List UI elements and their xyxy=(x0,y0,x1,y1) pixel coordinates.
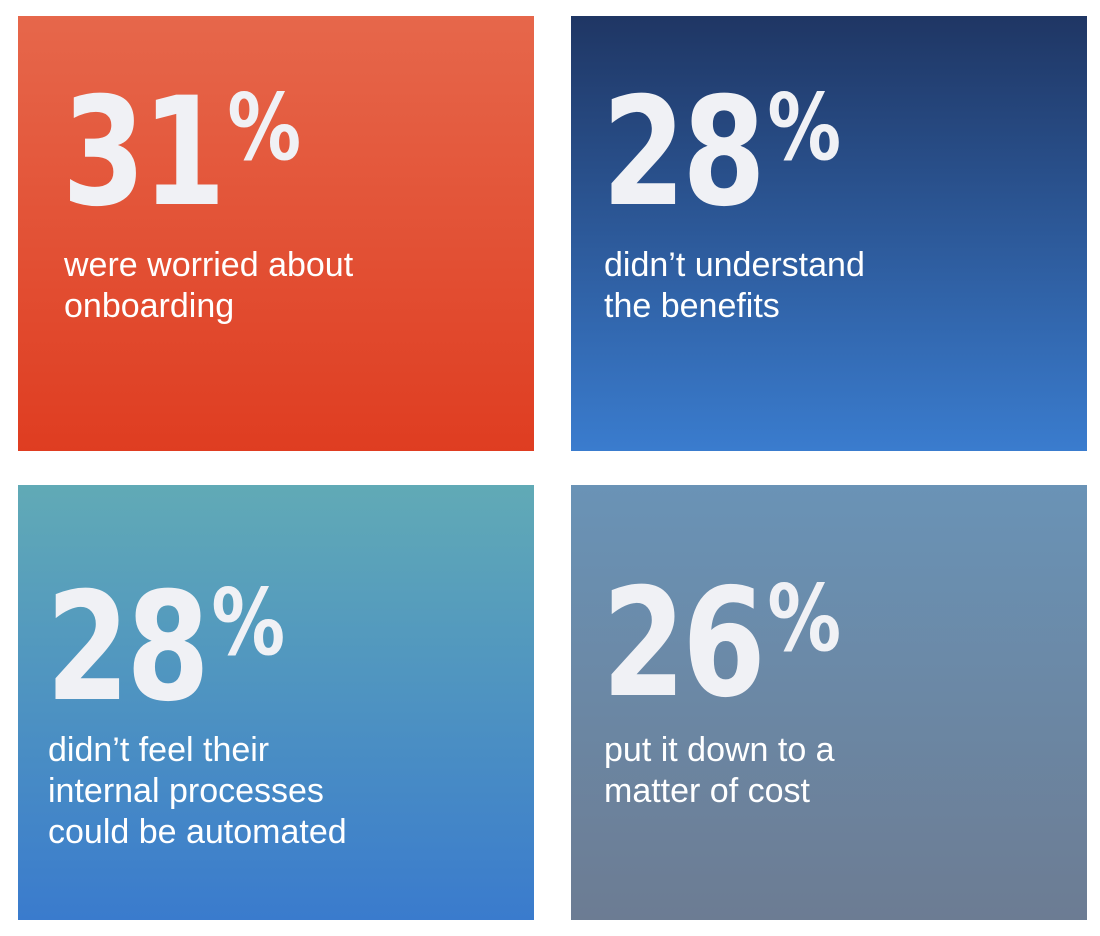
stat-card: 28% didn’t feel their internal processes co… xyxy=(18,485,534,920)
description-line: the benefits xyxy=(604,287,780,325)
stat-number: 28 xyxy=(602,66,766,240)
stat-description: didn’t understand the benefits xyxy=(604,245,865,327)
stat-unit: % xyxy=(211,569,286,676)
stat-number: 31 xyxy=(62,66,226,240)
description-line: didn’t feel their xyxy=(48,731,270,769)
stat-unit: % xyxy=(767,565,842,672)
stat-value: 28% xyxy=(602,78,841,228)
stat-description: didn’t feel their internal processes could… xyxy=(48,730,347,853)
stat-description: put it down to a matter of cost xyxy=(604,730,835,812)
description-line: put it down to a xyxy=(604,731,835,769)
description-line: matter of cost xyxy=(604,772,810,810)
stat-unit: % xyxy=(227,74,302,181)
stat-unit: % xyxy=(767,74,842,181)
stat-value: 31% xyxy=(62,78,301,228)
description-line: didn’t understand xyxy=(604,246,865,284)
stat-card: 31% were worried about onboarding xyxy=(18,16,534,451)
stat-description: were worried about onboarding xyxy=(64,245,353,327)
stat-card: 28% didn’t understand the benefits xyxy=(571,16,1087,451)
description-line: onboarding xyxy=(64,287,235,325)
stat-number: 28 xyxy=(46,561,210,735)
description-line: could be automated xyxy=(48,813,347,851)
stat-number: 26 xyxy=(602,557,766,731)
description-line: were worried about xyxy=(64,246,354,284)
stat-value: 26% xyxy=(602,569,841,719)
description-line: internal processes xyxy=(48,772,324,810)
stat-card: 26% put it down to a matter of cost xyxy=(571,485,1087,920)
stat-value: 28% xyxy=(46,573,285,723)
